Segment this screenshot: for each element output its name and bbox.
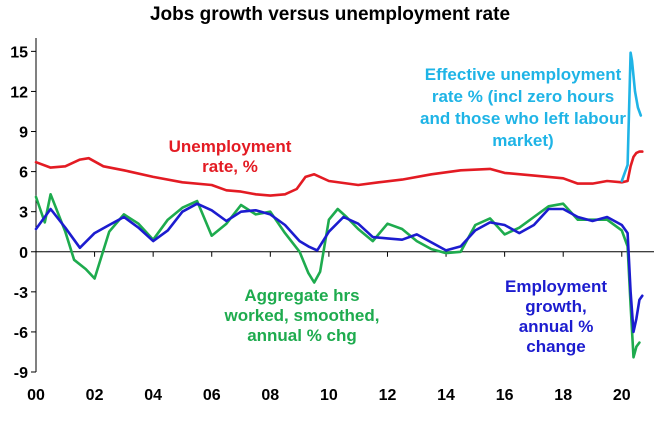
x-tick-label: 20 [613,387,631,404]
x-tick-label: 08 [261,387,279,404]
x-tick-label: 02 [86,387,104,404]
unemployment-rate-label: rate, % [202,157,258,176]
employment-growth-label: annual % [519,317,594,336]
employment-growth-line [34,202,644,334]
y-tick-label: 15 [10,44,28,61]
employment-growth-label: growth, [525,297,586,316]
aggregate-hours-label: annual % chg [247,326,357,345]
effective-unemployment-line [620,51,643,183]
x-tick-label: 16 [496,387,514,404]
x-ticks: 00 02 04 06 08 10 12 14 16 18 20 [27,251,631,404]
x-tick-label: 14 [437,387,455,404]
effective-unemployment-label: market) [492,131,553,150]
x-tick-label: 06 [203,387,221,404]
chart-title: Jobs growth versus unemployment rate [150,4,510,25]
y-tick-label: 0 [19,245,28,262]
y-tick-label: 9 [19,125,28,142]
employment-growth-label: Employment [505,277,607,296]
aggregate-hours-label: Aggregate hrs [244,286,359,305]
y-tick-label: -3 [14,285,28,302]
y-tick-label: 6 [19,165,28,182]
y-ticks: 15 12 9 6 3 0 -3 -6 -9 [10,44,36,382]
y-tick-label: 3 [19,205,28,222]
x-tick-label: 12 [379,387,397,404]
effective-unemployment-label: and those who left labour [420,109,626,128]
y-tick-label: -6 [14,325,28,342]
aggregate-hours-label: worked, smoothed, [224,306,380,325]
effective-unemployment-label: rate % (incl zero hours [432,87,614,106]
unemployment-rate-label: Unemployment [169,137,292,156]
plot-area: 15 12 9 6 3 0 -3 -6 -9 00 02 04 06 08 10 12 14 16 18 20 Un… [10,38,654,404]
y-tick-label: -9 [14,365,28,382]
series-lines [34,51,644,359]
effective-unemployment-label: Effective unemployment [425,65,622,84]
x-tick-label: 04 [144,387,162,404]
x-tick-label: 10 [320,387,338,404]
x-tick-label: 18 [554,387,572,404]
x-tick-label: 00 [27,387,45,404]
y-tick-label: 12 [10,84,28,101]
employment-growth-label: change [526,337,586,356]
unemployment-rate-line [34,150,644,197]
